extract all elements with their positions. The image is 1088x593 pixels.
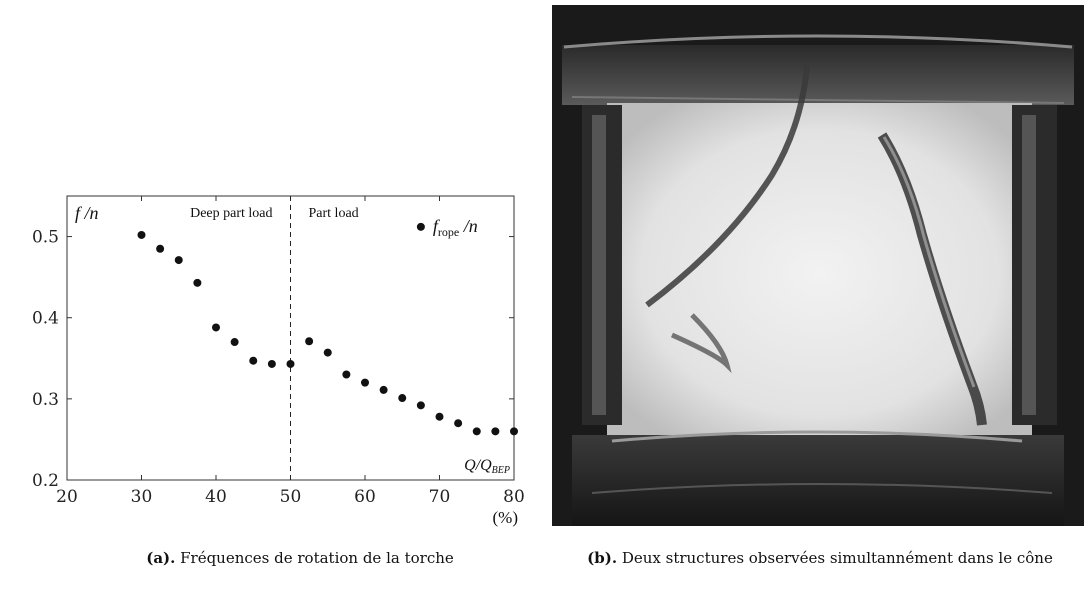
figure-a: 20 30 40 50 60 70 80 0.2 0.3 0.4 0.5 Deep part loa…: [0, 0, 540, 593]
y-axis-label-rest: /n: [80, 203, 99, 223]
data-point: [472, 427, 481, 436]
data-point: [398, 394, 407, 403]
x-tick-label: 70: [429, 487, 451, 507]
x-axis-label-sub: BEP: [492, 465, 510, 476]
data-point: [249, 356, 258, 365]
data-point: [156, 244, 165, 253]
data-point: [361, 378, 369, 387]
y-axis-label: f /n: [75, 203, 99, 223]
caption-a-tag: (a).: [146, 549, 176, 567]
data-point: [379, 385, 388, 394]
caption-a: (a). Fréquences de rotation de la torche: [70, 548, 530, 568]
caption-b-tag: (b).: [587, 549, 618, 567]
data-points: [137, 222, 518, 436]
data-point: [510, 427, 518, 436]
y-tick-label: 0.5: [32, 228, 59, 248]
x-tick-label: 50: [280, 487, 302, 507]
vortex-photo-image: [552, 5, 1084, 526]
data-point: [342, 370, 351, 379]
y-tick-label: 0.2: [32, 471, 59, 491]
data-point: [230, 338, 239, 347]
chart-text: Deep part load Part load f /n frope /n Q…: [75, 203, 518, 527]
data-point: [435, 412, 444, 421]
x-tick-label: 60: [354, 487, 376, 507]
rope-frequency-chart: 20 30 40 50 60 70 80 0.2 0.3 0.4 0.5 Deep part loa…: [32, 195, 525, 527]
data-point: [174, 256, 183, 265]
legend-label-rest: /n: [459, 216, 478, 236]
data-point: [323, 348, 332, 357]
axes-group: 20 30 40 50 60 70 80 0.2 0.3 0.4 0.5: [32, 195, 525, 507]
data-point: [305, 337, 314, 346]
x-axis-unit: (%): [493, 508, 518, 527]
x-tick-label: 30: [131, 487, 153, 507]
data-point: [267, 359, 276, 368]
x-axis-label: Q/QBEP: [464, 457, 510, 476]
vortex-photo: [552, 5, 1084, 526]
y-tick-label: 0.4: [32, 309, 59, 329]
y-tick-label: 0.3: [32, 390, 59, 410]
legend-entry-rope: frope /n: [433, 216, 478, 239]
data-point: [454, 419, 463, 428]
legend-label-main: f: [433, 216, 441, 236]
region-label-deep-part-load: Deep part load: [190, 206, 272, 221]
region-label-part-load: Part load: [309, 206, 359, 221]
y-axis-label-main: f: [75, 203, 83, 223]
caption-b: (b). Deux structures observées simultann…: [552, 548, 1088, 568]
caption-a-text: Fréquences de rotation de la torche: [175, 549, 454, 567]
data-point: [491, 427, 500, 436]
x-axis-label-main: Q/Q: [464, 457, 492, 474]
legend-marker: [416, 222, 425, 231]
data-point: [212, 323, 220, 332]
data-point: [137, 230, 146, 239]
x-tick-label: 80: [503, 487, 525, 507]
x-tick-label: 20: [56, 487, 78, 507]
data-point: [416, 401, 425, 410]
x-tick-label: 40: [205, 487, 227, 507]
data-point: [193, 278, 202, 287]
data-point: [286, 359, 295, 368]
legend-label-sub: rope: [438, 225, 459, 239]
caption-b-text: Deux structures observées simultannément…: [617, 549, 1053, 567]
